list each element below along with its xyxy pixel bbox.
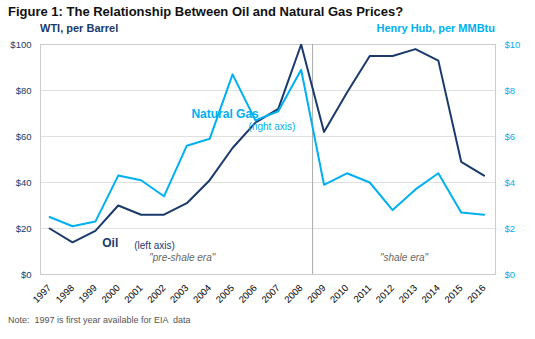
svg-text:"shale era": "shale era" [380, 252, 429, 263]
html-text:Note: 1997 is first year avail: Note: 1997 is first year available for E… [8, 315, 191, 325]
svg-text:$10: $10 [505, 39, 521, 50]
html-text:Henry Hub, per MMBtu: Henry Hub, per MMBtu [376, 22, 495, 34]
svg-text:$20: $20 [16, 223, 32, 234]
html-text:WTI, per Barrel: WTI, per Barrel [40, 22, 119, 34]
svg-text:(right axis): (right axis) [249, 121, 296, 132]
svg-text:$8: $8 [505, 85, 516, 96]
svg-text:$2: $2 [505, 223, 516, 234]
svg-text:(left axis): (left axis) [134, 240, 175, 251]
svg-text:2016: 2016 [465, 282, 488, 305]
svg-text:$0: $0 [505, 269, 516, 280]
svg-text:$4: $4 [505, 177, 516, 188]
svg-text:2014: 2014 [419, 282, 442, 305]
svg-text:$0: $0 [21, 269, 32, 280]
svg-text:2004: 2004 [191, 282, 214, 305]
svg-text:1997: 1997 [30, 282, 53, 305]
svg-text:$100: $100 [10, 39, 31, 50]
svg-text:$40: $40 [16, 177, 32, 188]
svg-text:"pre-shale era": "pre-shale era" [149, 252, 215, 263]
html-text:Figure 1: The Relationship Bet: Figure 1: The Relationship Between Oil a… [8, 4, 404, 19]
svg-text:2008: 2008 [282, 282, 305, 305]
svg-text:2003: 2003 [168, 282, 191, 305]
svg-text:2000: 2000 [99, 282, 122, 305]
svg-text:2013: 2013 [396, 282, 419, 305]
svg-text:2007: 2007 [259, 282, 282, 305]
svg-text:$60: $60 [16, 131, 32, 142]
svg-text:2001: 2001 [122, 282, 145, 305]
svg-text:2010: 2010 [328, 282, 351, 305]
svg-text:2006: 2006 [236, 282, 259, 305]
svg-text:Oil: Oil [102, 236, 118, 250]
svg-text:1998: 1998 [53, 282, 76, 305]
svg-text:2005: 2005 [213, 282, 236, 305]
svg-text:2009: 2009 [305, 282, 328, 305]
svg-text:Natural Gas: Natural Gas [191, 107, 259, 122]
svg-text:$6: $6 [505, 131, 516, 142]
svg-text:2012: 2012 [373, 282, 396, 305]
svg-text:2011: 2011 [351, 282, 373, 304]
svg-text:$80: $80 [16, 85, 32, 96]
svg-text:2002: 2002 [145, 282, 168, 305]
svg-text:1999: 1999 [76, 282, 99, 305]
svg-text:2015: 2015 [442, 282, 465, 305]
